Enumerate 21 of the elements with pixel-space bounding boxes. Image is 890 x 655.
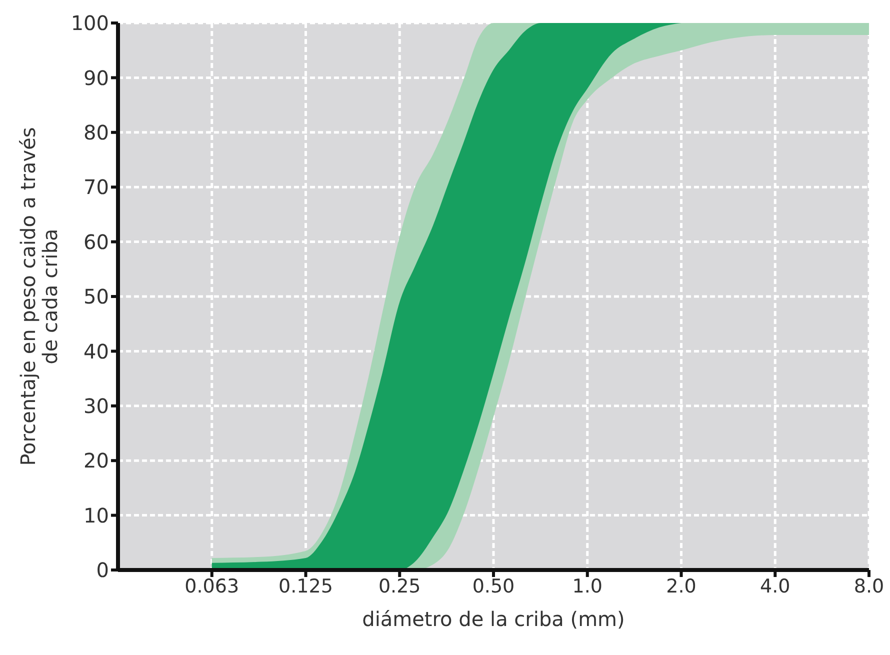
y-tick-label: 50 xyxy=(84,284,109,309)
y-tick-label: 0 xyxy=(96,558,109,582)
y-tick-label: 10 xyxy=(84,503,109,528)
x-tick-label: 8.0 xyxy=(854,575,884,598)
x-tick-label: 4.0 xyxy=(760,575,790,598)
y-tick-label: 40 xyxy=(84,339,109,364)
x-axis-title: diámetro de la criba (mm) xyxy=(362,607,625,631)
x-tick-label: 0.50 xyxy=(472,575,515,598)
y-axis-title: Porcentaje en peso caido a través de cada criba xyxy=(16,127,62,466)
x-tick-label: 2.0 xyxy=(666,575,696,598)
y-tick-label: 90 xyxy=(84,66,109,90)
x-tick-label: 0.25 xyxy=(378,575,421,598)
y-tick-label: 70 xyxy=(84,175,109,200)
y-tick-label: 30 xyxy=(84,394,109,418)
y-tick-label: 60 xyxy=(84,230,109,254)
y-tick-label: 80 xyxy=(84,120,109,144)
y-tick-label: 20 xyxy=(84,448,109,473)
x-tick-label: 0.063 xyxy=(184,575,240,598)
x-tick-label: 0.125 xyxy=(278,575,333,598)
x-tick-label: 1.0 xyxy=(572,575,602,598)
y-tick-label: 100 xyxy=(70,11,109,36)
